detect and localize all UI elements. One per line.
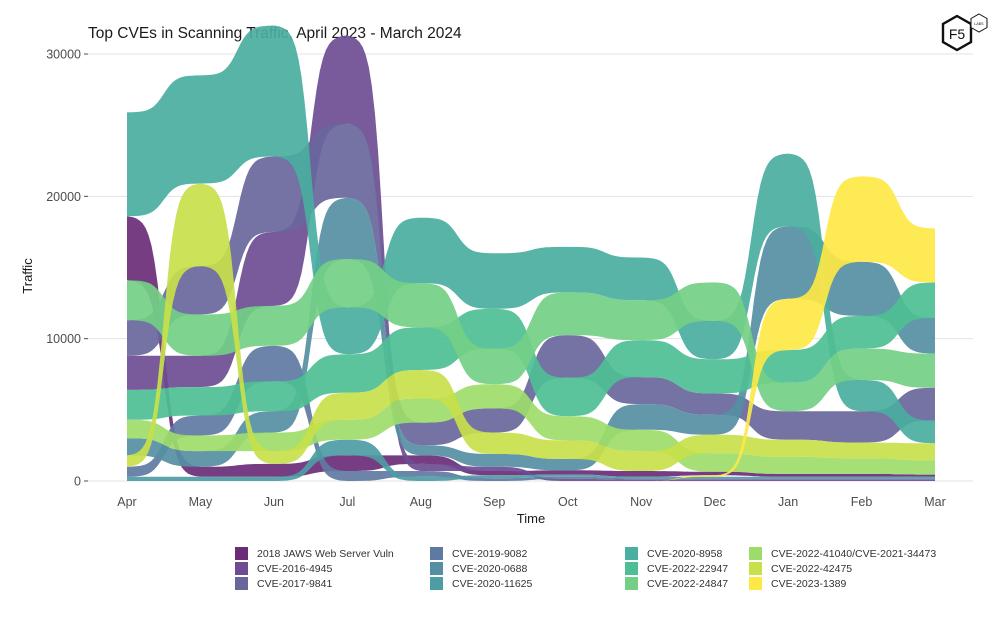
legend-item: CVE-2022-22947 xyxy=(625,561,749,576)
x-tick-label: Apr xyxy=(117,495,136,509)
x-tick-label: Nov xyxy=(630,495,653,509)
x-tick-label: Oct xyxy=(558,495,578,509)
legend-item: CVE-2023-1389 xyxy=(749,576,949,591)
ribbon-cve-2020-11625 xyxy=(127,439,935,481)
ribbon-cve-2020-8958 xyxy=(127,25,935,444)
legend-item: CVE-2020-0688 xyxy=(430,561,625,576)
x-tick-label: Jan xyxy=(778,495,798,509)
legend-swatch xyxy=(625,577,638,590)
legend-label: CVE-2020-0688 xyxy=(452,562,528,575)
legend-label: CVE-2019-9082 xyxy=(452,547,528,560)
legend-swatch xyxy=(235,547,248,560)
x-tick-label: Sep xyxy=(483,495,505,509)
legend-label: CVE-2022-41040/CVE-2021-34473 xyxy=(771,547,937,560)
legend-label: CVE-2022-24847 xyxy=(647,577,729,590)
legend-label: CVE-2022-22947 xyxy=(647,562,729,575)
x-tick-label: May xyxy=(189,495,213,509)
y-axis-title: Traffic xyxy=(20,258,35,294)
x-tick-label: Aug xyxy=(410,495,432,509)
ribbon-cve-2022-24847 xyxy=(127,259,935,412)
f5-labs-logo: F5 LABS xyxy=(937,12,993,56)
y-tick-label: 30000 xyxy=(46,48,81,62)
legend-label: CVE-2016-4945 xyxy=(257,562,333,575)
f5-logo-icon: F5 LABS xyxy=(941,13,988,52)
y-axis: 0 10000 20000 30000 xyxy=(46,48,88,489)
legend-swatch xyxy=(235,562,248,575)
x-tick-label: Jul xyxy=(339,495,355,509)
ribbon-cve-2022-42475 xyxy=(127,183,935,471)
logo-text: F5 xyxy=(949,26,966,42)
legend-label: CVE-2020-11625 xyxy=(452,577,533,590)
legend-swatch xyxy=(625,562,638,575)
legend-swatch xyxy=(625,547,638,560)
x-axis: Apr May Jun Jul Aug Sep Oct Nov Dec Jan Feb Mar xyxy=(117,495,945,509)
legend-item: CVE-2020-8958 xyxy=(625,546,749,561)
y-tick-label: 10000 xyxy=(46,332,81,346)
legend-item: CVE-2019-9082 xyxy=(430,546,625,561)
legend-item: CVE-2020-11625 xyxy=(430,576,625,591)
y-tick-label: 0 xyxy=(74,475,81,489)
legend-label: CVE-2017-9841 xyxy=(257,577,333,590)
ribbon-cve-2022-41040-cve-2021-34473 xyxy=(127,384,935,475)
legend-swatch xyxy=(235,577,248,590)
legend-swatch xyxy=(749,577,762,590)
legend-swatch xyxy=(749,562,762,575)
legend-swatch xyxy=(430,547,443,560)
ribbon-cve-2016-4945 xyxy=(127,35,935,481)
legend-label: CVE-2023-1389 xyxy=(771,577,847,590)
logo-badge: LABS xyxy=(974,22,984,26)
legend-item: CVE-2022-42475 xyxy=(749,561,949,576)
y-tick-label: 20000 xyxy=(46,190,81,204)
legend-swatch xyxy=(430,577,443,590)
legend: 2018 JAWS Web Server Vuln CVE-2016-4945 CV… xyxy=(235,546,949,591)
legend-label: 2018 JAWS Web Server Vuln xyxy=(257,547,394,560)
x-tick-label: Jun xyxy=(264,495,284,509)
x-axis-title: Time xyxy=(517,511,545,526)
legend-item: CVE-2016-4945 xyxy=(235,561,430,576)
x-tick-label: Feb xyxy=(851,495,873,509)
legend-label: CVE-2020-8958 xyxy=(647,547,723,560)
ribbon-cve-2023-1389 xyxy=(127,176,935,481)
legend-item: CVE-2017-9841 xyxy=(235,576,430,591)
x-tick-label: Dec xyxy=(704,495,726,509)
legend-item: CVE-2022-41040/CVE-2021-34473 xyxy=(749,546,949,561)
legend-item: CVE-2022-24847 xyxy=(625,576,749,591)
legend-swatch xyxy=(430,562,443,575)
x-tick-label: Mar xyxy=(924,495,946,509)
legend-item: 2018 JAWS Web Server Vuln xyxy=(235,546,430,561)
legend-swatch xyxy=(749,547,762,560)
ribbons xyxy=(127,25,935,481)
legend-label: CVE-2022-42475 xyxy=(771,562,853,575)
